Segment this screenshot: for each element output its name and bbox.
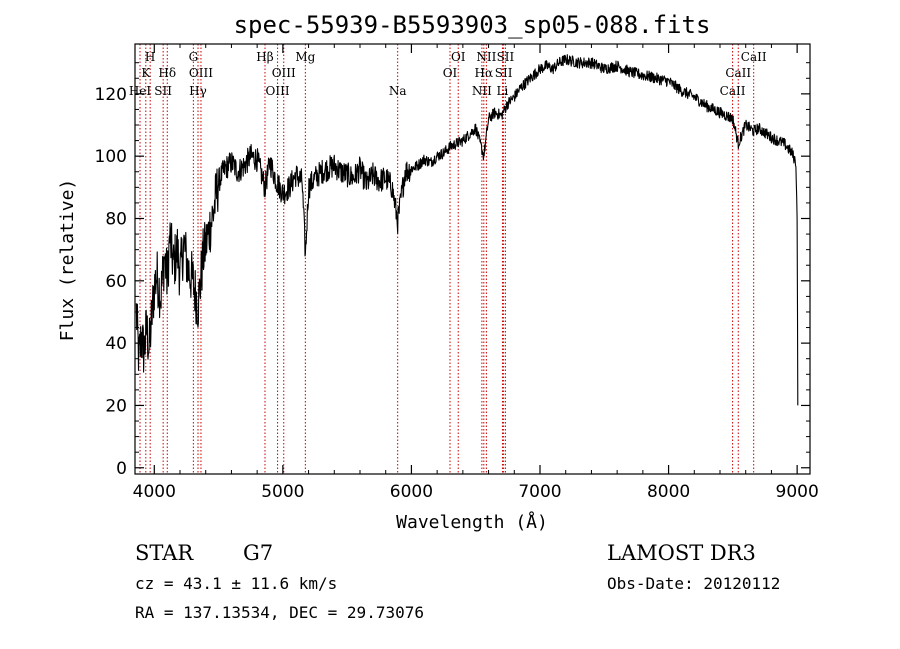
line-label-OIII-b: OIII [266, 84, 290, 98]
x-tick-label: 7000 [518, 482, 561, 502]
y-tick-label: 40 [105, 334, 127, 354]
chart-title: spec-55939-B5593903_sp05-088.fits [234, 11, 711, 39]
x-axis-label: Wavelength (Å) [396, 511, 548, 533]
y-axis-label: Flux (relative) [57, 179, 78, 342]
line-label-NII-a: NII [472, 84, 492, 98]
object-class: STAR [135, 541, 194, 565]
observation-date: Obs-Date: 20120112 [607, 574, 780, 593]
line-label-Halpha: Hα [475, 66, 494, 80]
line-label-OIII-c: OIII [272, 66, 296, 80]
line-label-CaII-c: CaII [741, 50, 767, 64]
line-label-SII-c: SII [497, 50, 515, 64]
line-label-Mg: Mg [295, 50, 315, 64]
line-label-Li: Li [497, 84, 509, 98]
x-tick-label: 5000 [261, 482, 304, 502]
line-label-OI-b: OI [451, 50, 466, 64]
line-label-Hbeta: Hβ [256, 50, 273, 64]
x-tick-label: 4000 [133, 482, 176, 502]
y-tick-label: 80 [105, 209, 127, 229]
x-tick-label: 9000 [776, 482, 819, 502]
line-label-SII-b: SII [495, 66, 513, 80]
line-label-OIII-a: OIII [189, 66, 213, 80]
line-label-CaII-b: CaII [725, 66, 751, 80]
line-label-HeI: HeI [129, 84, 152, 98]
spectral-line-markers [139, 44, 755, 474]
y-tick-label: 60 [105, 272, 127, 292]
line-label-NII-b: NII [476, 50, 496, 64]
line-label-K: K [141, 66, 151, 80]
axis-ticks: 4000 5000 6000 7000 8000 9000 0 20 40 60 80 100 120 [95, 44, 819, 502]
line-label-OI-a: OI [443, 66, 458, 80]
line-label-Hdelta: Hδ [158, 66, 176, 80]
y-tick-label: 120 [95, 85, 127, 105]
line-label-Hgamma: Hγ [189, 84, 207, 98]
line-label-Na: Na [389, 84, 407, 98]
line-label-SII-a: SII [154, 84, 172, 98]
y-tick-label: 20 [105, 396, 127, 416]
object-subclass: G7 [243, 541, 273, 565]
line-label-G: G [189, 50, 199, 64]
line-label-CaII-a: CaII [720, 84, 746, 98]
y-tick-label: 0 [116, 459, 127, 479]
coordinates-info: RA = 137.13534, DEC = 29.73076 [135, 603, 424, 622]
x-tick-label: 8000 [647, 482, 690, 502]
survey-name: LAMOST DR3 [607, 541, 756, 565]
x-tick-label: 6000 [390, 482, 433, 502]
redshift-info: cz = 43.1 ± 11.6 km/s [135, 574, 337, 593]
line-label-H: H [145, 50, 155, 64]
spectrum-series-line [135, 54, 799, 406]
plot-frame [134, 43, 811, 475]
y-tick-label: 100 [95, 147, 127, 167]
